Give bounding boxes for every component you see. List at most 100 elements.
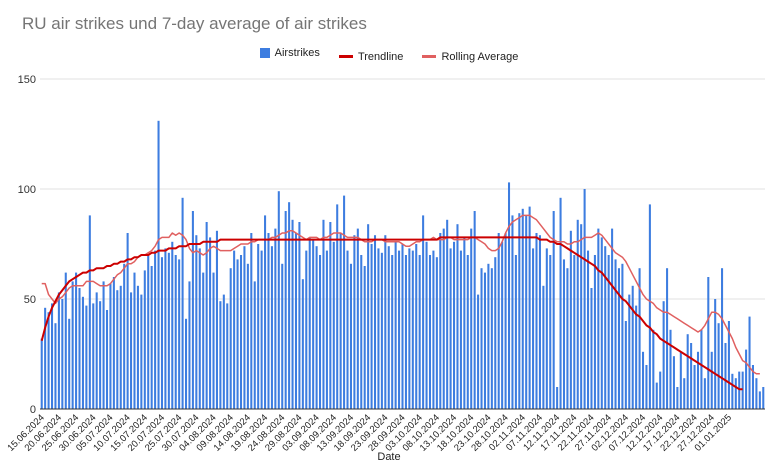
bar xyxy=(538,235,541,409)
bar xyxy=(284,211,287,409)
bar xyxy=(384,235,387,409)
bar xyxy=(645,365,648,409)
bar xyxy=(288,202,291,409)
bar xyxy=(583,189,586,409)
bar xyxy=(562,259,566,409)
bar xyxy=(624,321,627,409)
bar xyxy=(552,211,555,409)
bar xyxy=(143,270,146,409)
bar xyxy=(569,230,572,409)
bar xyxy=(411,250,414,409)
bar xyxy=(593,255,596,409)
bar xyxy=(219,301,222,409)
bar xyxy=(239,255,243,409)
bar xyxy=(257,244,260,409)
bar xyxy=(157,120,160,410)
bar xyxy=(298,222,301,409)
bar xyxy=(40,338,43,409)
bar xyxy=(246,263,249,409)
bar xyxy=(480,268,483,409)
bar xyxy=(47,312,50,409)
bar xyxy=(353,235,356,409)
legend-item-rolling-average[interactable]: Rolling Average xyxy=(422,51,518,63)
bar xyxy=(181,197,184,409)
bar xyxy=(473,211,476,409)
bar xyxy=(387,246,390,409)
bar xyxy=(109,283,112,409)
bar xyxy=(428,255,432,409)
bar xyxy=(171,241,174,409)
bar xyxy=(597,228,600,409)
bar xyxy=(150,266,153,409)
bar xyxy=(215,230,218,409)
rolling-average-series xyxy=(41,214,760,375)
bar xyxy=(209,237,212,409)
legend: Airstrikes Trendline Rolling Average xyxy=(0,47,778,63)
bar xyxy=(449,248,452,409)
bar xyxy=(758,391,761,409)
bar xyxy=(703,378,706,409)
bar xyxy=(95,292,98,409)
bar xyxy=(532,248,535,409)
bar xyxy=(459,250,462,409)
bar xyxy=(404,255,407,409)
y-tick-label: 50 xyxy=(24,294,36,306)
bar xyxy=(61,299,64,409)
bar xyxy=(315,246,318,409)
bar xyxy=(741,371,744,409)
y-tick-label: 150 xyxy=(18,74,36,86)
bar xyxy=(528,206,531,409)
bar xyxy=(755,378,758,409)
bar xyxy=(260,250,263,409)
bar xyxy=(576,219,579,409)
bar xyxy=(408,248,411,409)
bar xyxy=(133,272,136,409)
bar xyxy=(621,263,624,409)
bar xyxy=(573,255,576,409)
bar xyxy=(281,263,284,409)
bar xyxy=(717,323,720,409)
bar xyxy=(336,204,339,409)
legend-item-trendline[interactable]: Trendline xyxy=(338,51,403,63)
bar xyxy=(264,215,267,409)
bar xyxy=(666,268,669,409)
bar xyxy=(312,239,315,409)
bar xyxy=(343,195,346,409)
bar xyxy=(659,371,662,409)
legend-swatch-rolling-average xyxy=(422,55,437,58)
bar xyxy=(415,244,418,409)
bar xyxy=(483,272,486,409)
legend-item-airstrikes[interactable]: Airstrikes xyxy=(259,47,320,59)
bar xyxy=(607,255,610,409)
bar xyxy=(535,233,538,409)
bar xyxy=(604,246,607,409)
bar xyxy=(270,246,273,409)
bar xyxy=(614,259,617,409)
bar xyxy=(511,215,514,409)
bar xyxy=(738,371,741,409)
legend-swatch-airstrikes xyxy=(259,48,270,58)
bar xyxy=(119,285,122,409)
bar xyxy=(669,329,672,409)
bar xyxy=(679,351,682,409)
bar xyxy=(78,288,81,409)
bar xyxy=(377,248,380,409)
legend-swatch-trendline xyxy=(338,55,353,58)
bar xyxy=(212,272,215,409)
bar xyxy=(507,182,511,409)
bar xyxy=(319,255,322,409)
bar xyxy=(401,244,404,409)
bar xyxy=(439,233,442,409)
bar xyxy=(590,288,593,409)
bar xyxy=(116,290,119,409)
bar xyxy=(466,255,469,409)
bar xyxy=(380,252,383,409)
bar xyxy=(233,250,236,409)
bar-series-airstrikes xyxy=(40,120,765,410)
bar xyxy=(71,281,74,409)
bar xyxy=(418,255,421,409)
bar xyxy=(425,241,428,409)
bar xyxy=(631,285,634,409)
bar xyxy=(672,356,675,409)
bar xyxy=(236,259,239,409)
